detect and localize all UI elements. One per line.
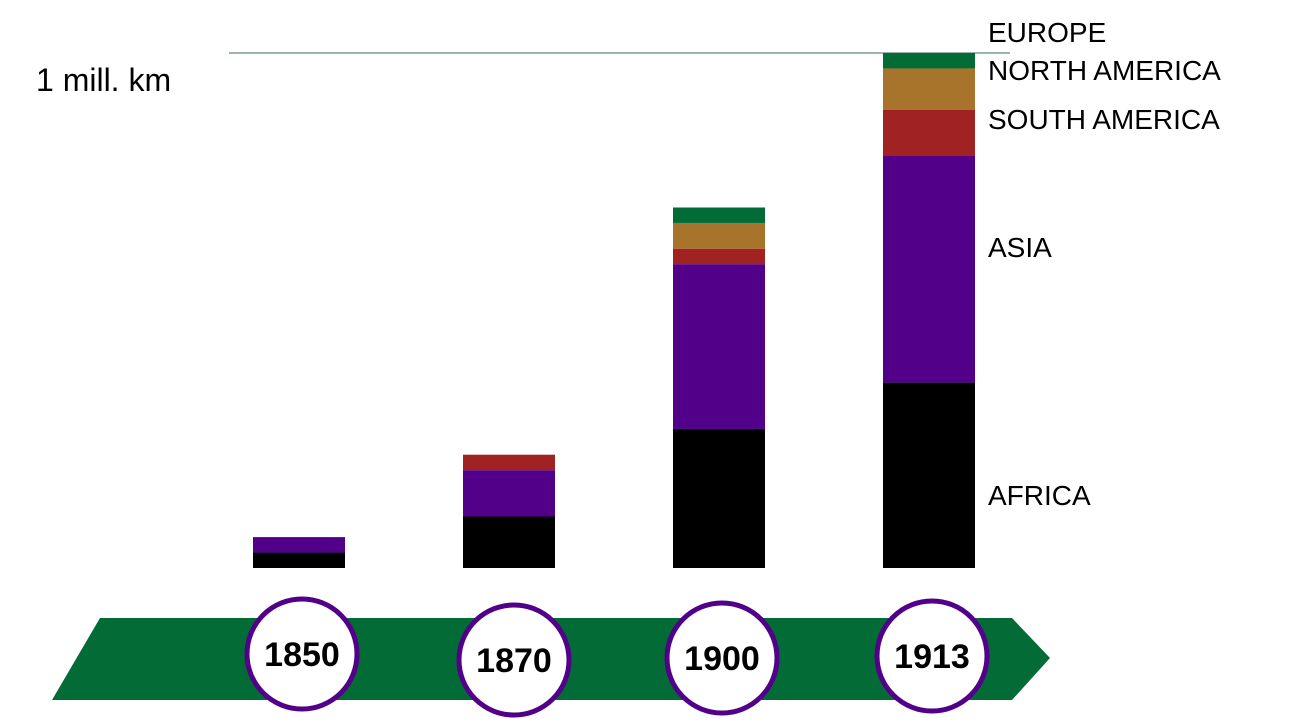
bar-segment-south-america-1870 <box>463 454 555 471</box>
year-label-1913: 1913 <box>894 638 970 676</box>
bar-segment-asia-1913 <box>883 68 975 110</box>
timeline: 1850 1870 1900 1913 <box>52 596 1050 718</box>
stacked-bars <box>253 53 975 568</box>
series-label-south-america: SOUTH AMERICA <box>988 104 1220 135</box>
bar-segment-north-america-1900 <box>673 264 765 429</box>
year-label-1900: 1900 <box>684 640 760 678</box>
bar-segment-asia-1900 <box>673 222 765 249</box>
bar-segment-europe-1913 <box>883 382 975 568</box>
bar-segment-south-america-1900 <box>673 248 765 265</box>
series-label-north-america: NORTH AMERICA <box>988 55 1221 86</box>
year-circle-1850 <box>244 596 360 712</box>
series-labels: AFRICA ASIA SOUTH AMERICA NORTH AMERICA EURO… <box>988 17 1221 511</box>
reference-line-label: 1 mill. km <box>36 62 171 98</box>
bar-segment-europe-1870 <box>463 516 555 568</box>
year-circle-1913 <box>874 598 990 714</box>
year-label-1870: 1870 <box>476 642 552 680</box>
bar-segment-south-america-1913 <box>883 109 975 156</box>
bar-segment-africa-1913 <box>883 53 975 69</box>
year-circle-1870 <box>456 602 572 718</box>
year-circle-1900 <box>664 600 780 716</box>
bar-segment-europe-1900 <box>673 428 765 568</box>
series-label-europe: EUROPE <box>988 17 1106 48</box>
bar-segment-north-america-1850 <box>253 537 345 553</box>
year-markers: 1850 1870 1900 1913 <box>244 596 990 718</box>
bar-segment-north-america-1913 <box>883 156 975 383</box>
bar-segment-north-america-1870 <box>463 470 555 517</box>
series-label-africa: AFRICA <box>988 480 1091 511</box>
series-label-asia: ASIA <box>988 232 1052 263</box>
bar-segment-africa-1900 <box>673 207 765 223</box>
year-label-1850: 1850 <box>264 636 340 674</box>
bar-segment-europe-1850 <box>253 552 345 568</box>
